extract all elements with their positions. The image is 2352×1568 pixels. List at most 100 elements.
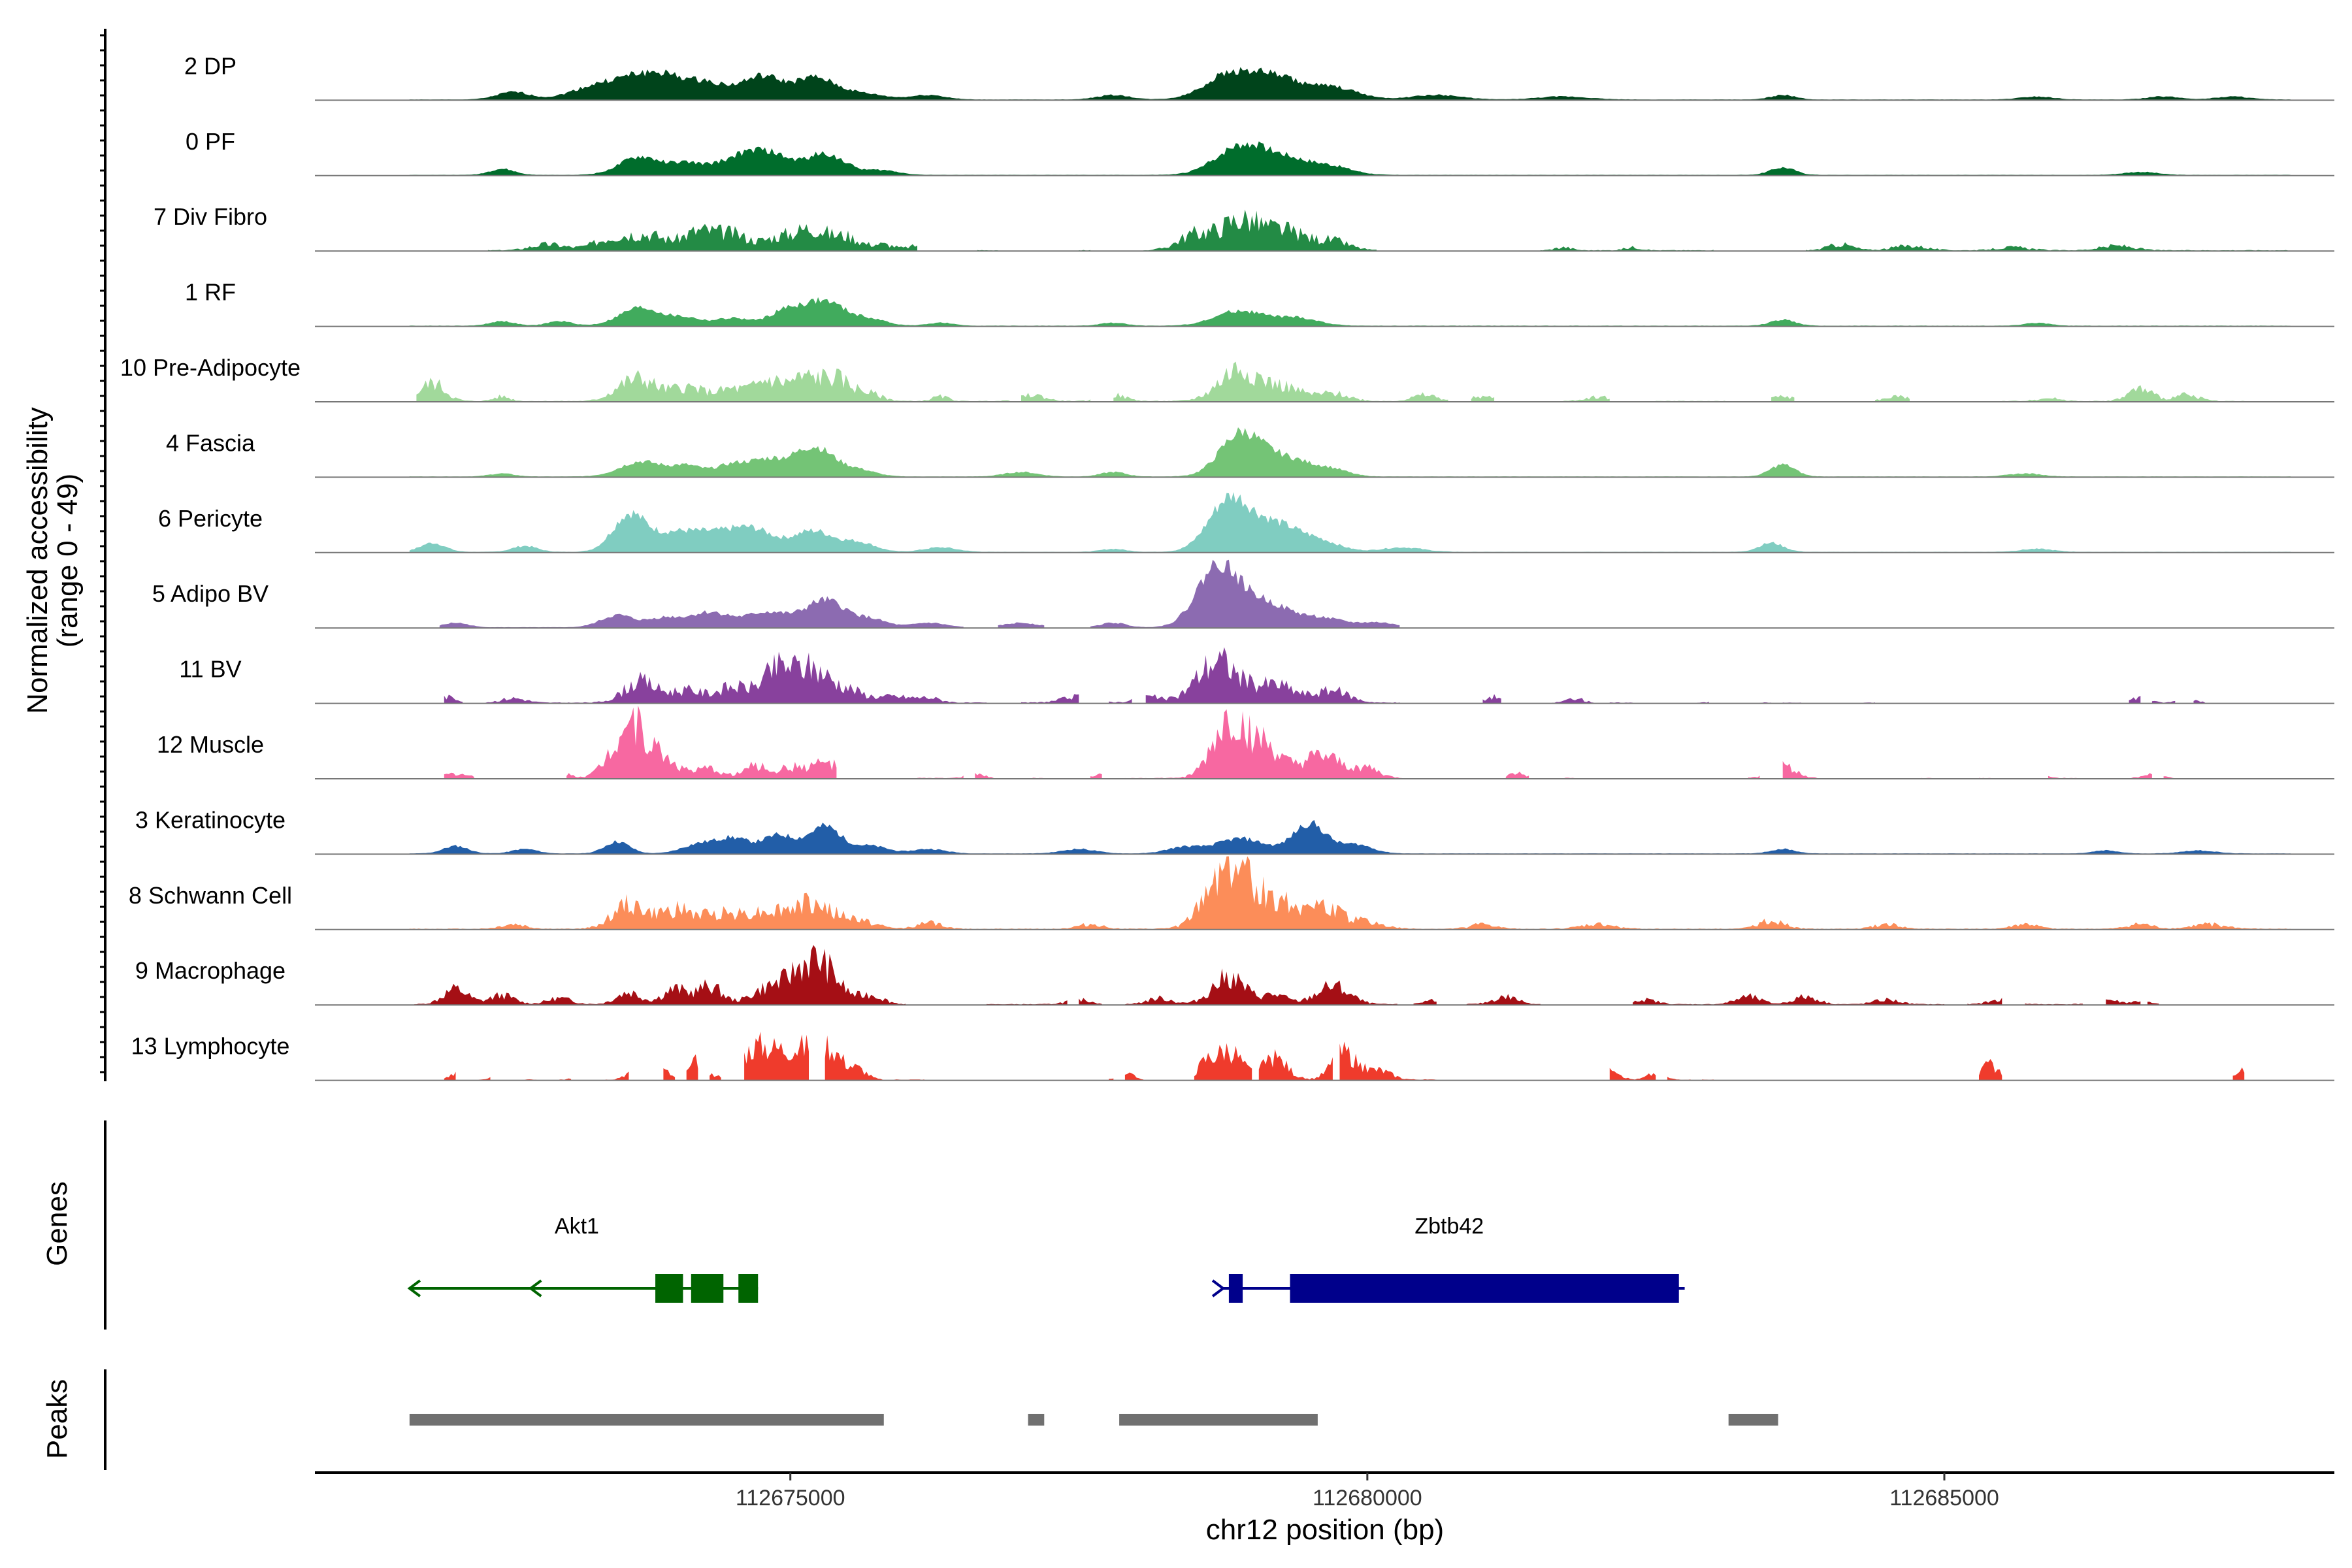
track-13-lymphocyte-area-1 xyxy=(478,1077,491,1081)
track-13-lymphocyte xyxy=(315,1032,2334,1081)
track-9-macrophage-area-10 xyxy=(2147,1002,2159,1005)
track-12-muscle-area-2 xyxy=(917,776,964,779)
track-10-pre-adipocyte-area-2 xyxy=(1113,361,1448,402)
gene-zbtb42: Zbtb42 xyxy=(1211,1214,1685,1303)
track-13-lymphocyte-area-17 xyxy=(1633,1073,1656,1081)
track-3-keratinocyte xyxy=(315,820,2334,855)
track-9-macrophage-area-2 xyxy=(1079,998,1102,1005)
track-label-3-keratinocyte: 3 Keratinocyte xyxy=(135,806,286,833)
track-2-dp xyxy=(315,67,2334,101)
track-13-lymphocyte-area-8 xyxy=(744,1032,809,1081)
track-12-muscle-area-7 xyxy=(1505,772,1529,779)
track-label-1-rf: 1 RF xyxy=(185,279,236,306)
track-6-pericyte xyxy=(315,492,2334,553)
gene-label-akt1: Akt1 xyxy=(555,1214,599,1239)
track-9-macrophage-area-4 xyxy=(1413,998,1437,1005)
track-label-9-macrophage: 9 Macrophage xyxy=(135,957,286,984)
y-axis-title-line2: (range 0 - 49) xyxy=(52,474,84,648)
track-label-2-dp: 2 DP xyxy=(184,52,237,79)
track-13-lymphocyte-area-6 xyxy=(686,1054,698,1081)
track-13-lymphocyte-area-9 xyxy=(825,1035,883,1081)
track-11-bv-area-5 xyxy=(1482,694,1501,704)
genes-panel: Akt1 Zbtb42 xyxy=(104,1120,1685,1330)
track-label-5-adipo-bv: 5 Adipo BV xyxy=(152,580,269,607)
track-13-lymphocyte-area-7 xyxy=(710,1073,721,1081)
track-13-lymphocyte-area-20 xyxy=(1979,1059,2002,1081)
track-9-macrophage xyxy=(315,945,2334,1006)
track-labels: 2 DP 0 PF 7 Div Fibro 1 RF 10 Pre-Adipocyte 4… xyxy=(120,52,301,1059)
gene-akt1-exon xyxy=(655,1274,683,1303)
track-12-muscle xyxy=(315,706,2334,779)
track-13-lymphocyte-area-15 xyxy=(1339,1041,1437,1081)
track-10-pre-adipocyte-area-4 xyxy=(1563,395,1610,402)
gene-zbtb42-exon xyxy=(1228,1274,1243,1303)
track-1-rf-area-0 xyxy=(409,297,2291,327)
x-tick-label: 112675000 xyxy=(736,1486,845,1511)
track-3-keratinocyte-area-0 xyxy=(409,820,2291,855)
track-12-muscle-area-10 xyxy=(1782,761,1818,779)
track-12-muscle-area-0 xyxy=(444,772,474,779)
track-12-muscle-area-9 xyxy=(1748,776,1760,779)
track-10-pre-adipocyte-area-6 xyxy=(1771,395,1795,402)
track-11-bv-area-4 xyxy=(1145,647,1400,704)
track-9-macrophage-area-0 xyxy=(414,945,906,1005)
peaks-panel xyxy=(104,1369,1778,1470)
track-8-schwann-cell xyxy=(315,856,2334,930)
x-axis: 112675000 112680000 112685000 xyxy=(315,1471,2334,1511)
track-9-macrophage-area-6 xyxy=(1633,993,1944,1005)
gene-label-zbtb42: Zbtb42 xyxy=(1414,1214,1484,1239)
track-12-muscle-area-6 xyxy=(1124,709,1402,779)
track-5-adipo-bv-area-1 xyxy=(998,622,1045,629)
track-2-dp-area-0 xyxy=(409,67,2291,101)
track-5-adipo-bv-area-2 xyxy=(1090,559,1400,629)
x-tick-label: 112685000 xyxy=(1889,1486,1999,1511)
track-13-lymphocyte-area-13 xyxy=(1194,1043,1252,1081)
track-13-lymphocyte-area-12 xyxy=(1124,1072,1144,1081)
track-7-div-fibro-area-3 xyxy=(1143,209,1377,252)
track-0-pf-area-0 xyxy=(409,141,2291,176)
track-label-11-bv: 11 BV xyxy=(179,656,241,683)
track-9-macrophage-area-7 xyxy=(1967,998,2002,1005)
coverage-tracks xyxy=(315,67,2334,1081)
track-label-12-muscle: 12 Muscle xyxy=(157,731,264,758)
track-10-pre-adipocyte-area-8 xyxy=(2002,385,2245,402)
track-4-fascia xyxy=(315,427,2334,478)
gene-akt1-strand-arrow xyxy=(407,1279,421,1298)
track-9-macrophage-area-1 xyxy=(987,1000,1068,1005)
gene-zbtb42-strand-arrow xyxy=(1211,1279,1226,1298)
track-label-10-pre-adipocyte: 10 Pre-Adipocyte xyxy=(120,354,301,381)
track-5-adipo-bv xyxy=(315,559,2334,629)
track-11-bv-area-6 xyxy=(1552,698,1593,704)
track-10-pre-adipocyte-area-3 xyxy=(1471,395,1495,402)
y-axis xyxy=(100,29,106,1081)
track-12-muscle-area-3 xyxy=(975,773,994,779)
track-11-bv-area-12 xyxy=(2129,696,2141,704)
track-label-13-lymphocyte: 13 Lymphocyte xyxy=(131,1033,290,1060)
track-13-lymphocyte-area-5 xyxy=(663,1068,676,1081)
track-11-bv-area-14 xyxy=(2193,700,2206,704)
track-11-bv-area-3 xyxy=(1109,698,1132,704)
peak-region xyxy=(1028,1414,1045,1426)
track-0-pf xyxy=(315,141,2334,176)
track-13-lymphocyte-area-4 xyxy=(606,1071,629,1081)
track-4-fascia-area-0 xyxy=(409,427,2291,478)
gene-akt1-exon xyxy=(691,1274,724,1303)
track-13-lymphocyte-area-18 xyxy=(1667,1077,1691,1081)
track-12-muscle-area-13 xyxy=(2048,776,2078,779)
peak-region xyxy=(1119,1414,1318,1426)
y-axis-title-line1: Normalized accessibility xyxy=(22,407,54,713)
track-6-pericyte-area-0 xyxy=(409,492,2291,553)
track-11-bv-area-0 xyxy=(444,694,463,704)
track-12-muscle-area-5 xyxy=(1090,773,1102,779)
track-7-div-fibro-area-4 xyxy=(1540,246,1714,252)
track-13-lymphocyte-area-16 xyxy=(1609,1068,1633,1081)
track-7-div-fibro xyxy=(315,209,2334,252)
track-7-div-fibro-area-0 xyxy=(487,223,917,252)
track-8-schwann-cell-area-0 xyxy=(409,856,2291,930)
track-1-rf xyxy=(315,297,2334,327)
track-9-macrophage-area-9 xyxy=(2106,999,2141,1005)
track-12-muscle-area-1 xyxy=(566,706,837,779)
track-13-lymphocyte-area-0 xyxy=(444,1071,456,1081)
track-label-6-pericyte: 6 Pericyte xyxy=(158,505,263,532)
